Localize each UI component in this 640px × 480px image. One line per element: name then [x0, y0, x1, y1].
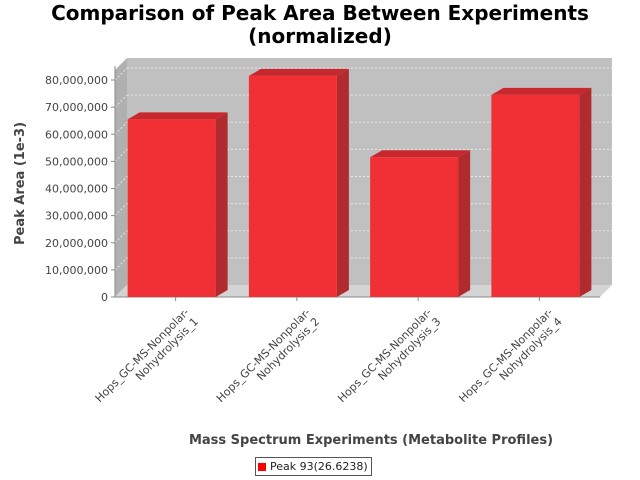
chart-title: Comparison of Peak Area Between Experime…: [0, 2, 640, 48]
bar: [491, 94, 580, 297]
bar: [127, 119, 216, 297]
legend-swatch: [258, 463, 266, 471]
chart-title-line-2: (normalized): [248, 24, 392, 48]
gridline-side: [114, 149, 128, 162]
gridline-side: [114, 203, 128, 216]
x-tick-label-line: Hops_GC-MS-Nonpolar-: [93, 306, 192, 405]
bar-top: [248, 68, 349, 76]
legend: Peak 93(26.6238): [255, 457, 372, 476]
bar-side: [579, 87, 592, 297]
bar: [370, 157, 459, 297]
gridline-side: [114, 94, 128, 108]
bar-top: [370, 150, 471, 158]
gridline-side: [114, 176, 128, 189]
plot-floor: [115, 285, 612, 297]
gridline-side: [114, 121, 128, 135]
x-tick-label-line: Hops_GC-MS-Nonpolar-: [335, 306, 434, 405]
legend-label: Peak 93(26.6238): [270, 460, 368, 473]
x-tick-label: Hops_GC-MS-Nonpolar-Nohydrolysis_2: [214, 306, 322, 414]
y-tick-label: 60,000,000: [45, 128, 108, 141]
bar: [248, 75, 337, 298]
bar-top: [127, 112, 228, 120]
y-tick-label: 10,000,000: [45, 264, 108, 277]
y-tick-label: 80,000,000: [45, 74, 108, 87]
gridline-side: [114, 257, 128, 271]
x-tick-label: Hops_GC-MS-Nonpolar-Nohydrolysis_4: [456, 306, 564, 414]
y-tick-label: 50,000,000: [45, 155, 108, 168]
gridline-side: [114, 230, 128, 244]
chart-title-line-1: Comparison of Peak Area Between Experime…: [51, 1, 589, 25]
y-tick-label: 70,000,000: [45, 101, 108, 114]
bar-top: [491, 87, 592, 95]
plot-left-wall: [115, 58, 127, 297]
x-axis-title: Mass Spectrum Experiments (Metabolite Pr…: [189, 433, 553, 448]
x-tick-label: Hops_GC-MS-Nonpolar-Nohydrolysis_3: [335, 306, 443, 414]
y-tick-label: 30,000,000: [45, 210, 108, 223]
bar-side: [336, 68, 349, 298]
x-tick-label-line: Hops_GC-MS-Nonpolar-: [456, 306, 555, 405]
x-tick-label-line: Hops_GC-MS-Nonpolar-: [214, 306, 313, 405]
y-axis-title: Peak Area (1e-3): [13, 122, 28, 245]
bar-side: [215, 112, 228, 297]
bar-side: [458, 150, 471, 297]
x-tick-label: Hops_GC-MS-Nonpolar-Nohydrolysis_1: [93, 306, 201, 414]
y-tick-label: 40,000,000: [45, 183, 108, 196]
gridline-side: [114, 67, 128, 81]
y-tick-label: 0: [101, 291, 108, 304]
y-tick-label: 20,000,000: [45, 237, 108, 250]
